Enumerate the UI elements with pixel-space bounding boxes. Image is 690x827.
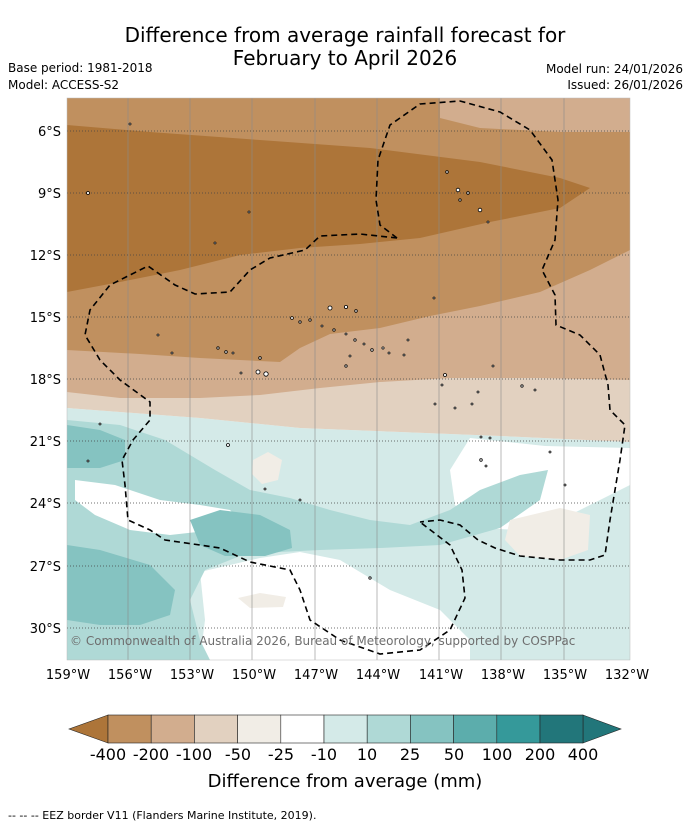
colorbar-swatch (107, 714, 152, 744)
colorbar-label: -100 (175, 745, 213, 764)
drier-spot-1 (505, 508, 590, 560)
colorbar-swatch (539, 714, 584, 744)
colorbar-label: 200 (524, 745, 556, 764)
lat-label: 27°S (30, 560, 61, 575)
lon-label: 144°W (356, 668, 400, 683)
colorbar-max-arrow (582, 714, 622, 744)
lon-label: 153°W (170, 668, 214, 683)
neutral-zone-southwest (200, 552, 470, 660)
lat-label: 15°S (30, 311, 61, 326)
issued-text: Issued: 26/01/2026 (567, 78, 683, 92)
lon-label: 159°W (46, 668, 90, 683)
colorbar-swatch (194, 714, 238, 744)
longitude-axis: 159°W 156°W 153°W 150°W 147°W 144°W 141°… (46, 668, 649, 683)
lat-label: 21°S (30, 435, 61, 450)
colorbar-label: 50 (443, 745, 465, 764)
colorbar-label: 25 (399, 745, 421, 764)
lat-label: 24°S (30, 497, 61, 512)
base-period-text: Base period: 1981-2018 (8, 61, 153, 75)
colorbar-label: 10 (356, 745, 378, 764)
lon-label: 132°W (605, 668, 649, 683)
drier-zone-light-north (440, 98, 630, 132)
lon-label: 156°W (108, 668, 152, 683)
colorbar-label: -25 (267, 745, 295, 764)
colorbar-label: -200 (132, 745, 170, 764)
lat-label: 12°S (30, 249, 61, 264)
colorbar-swatch (410, 714, 454, 744)
lon-label: 147°W (294, 668, 338, 683)
colorbar-label: -10 (310, 745, 338, 764)
map-frame (66, 97, 631, 661)
colorbar-swatch (323, 714, 368, 744)
lat-label: 30°S (30, 622, 61, 637)
lon-label: 135°W (543, 668, 587, 683)
colorbar-swatch (237, 714, 282, 744)
colorbar-swatch (366, 714, 411, 744)
chart-title-line1: Difference from average rainfall forecas… (124, 23, 566, 47)
drier-spot-3 (238, 593, 286, 608)
colorbar-title: Difference from average (mm) (207, 771, 483, 792)
wetter-zone-strong (67, 545, 175, 625)
islands (86, 122, 567, 580)
colorbar-min-arrow (68, 714, 109, 744)
colorbar-swatch (496, 714, 541, 744)
colorbar (68, 714, 622, 744)
wetter-zone-strong-2 (190, 510, 292, 556)
model-text: Model: ACCESS-S2 (8, 78, 120, 92)
wetter-zone-mid (67, 420, 548, 660)
colorbar-label: -400 (89, 745, 127, 764)
drier-zone-very-strong (67, 125, 590, 292)
lon-label: 141°W (419, 668, 463, 683)
colorbar-label: 100 (481, 745, 513, 764)
model-run-text: Model run: 24/01/2026 (545, 62, 683, 76)
lat-label: 18°S (30, 373, 61, 388)
drier-spot-2 (252, 452, 282, 484)
lat-label: 6°S (38, 125, 61, 140)
eez-border-french-polynesia (375, 100, 626, 561)
grid-parallels (67, 130, 630, 629)
colorbar-swatch (453, 714, 498, 744)
latitude-axis: 6°S 9°S 12°S 15°S 18°S 21°S 24°S 27°S 30… (30, 125, 61, 637)
lon-label: 138°W (481, 668, 525, 683)
wetter-zone-strong-3 (67, 425, 125, 468)
colorbar-swatch (150, 714, 195, 744)
eez-border-cook-islands (84, 233, 466, 655)
rainfall-field (67, 98, 630, 660)
chart-title-line2: February to April 2026 (232, 46, 458, 70)
lon-label: 150°W (232, 668, 276, 683)
colorbar-swatch (280, 714, 325, 744)
eez-legend-text: -- -- -- EEZ border V11 (Flanders Marine… (8, 809, 317, 822)
colorbar-label: -50 (224, 745, 252, 764)
lat-label: 9°S (38, 187, 61, 202)
copyright-text: © Commonwealth of Australia 2026, Bureau… (70, 634, 576, 648)
colorbar-label: 400 (567, 745, 599, 764)
